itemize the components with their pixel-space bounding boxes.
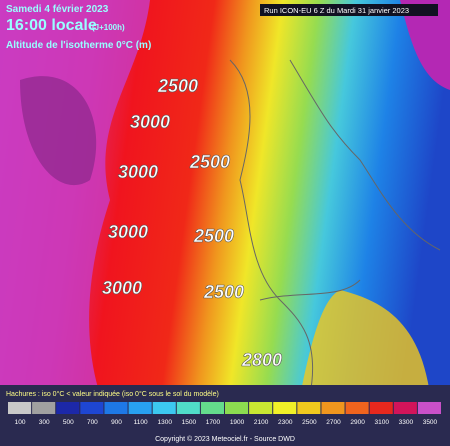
legend-swatch (80, 402, 104, 414)
note: Hachures : iso 0°C < valeur indiquée (is… (6, 390, 219, 398)
legend-swatch (417, 402, 441, 414)
legend-swatch (297, 402, 321, 414)
legend-label: 2900 (350, 419, 365, 426)
legend-label: 900 (111, 419, 122, 426)
legend-swatch (393, 402, 417, 414)
legend-label: 1100 (134, 419, 148, 426)
lead: (J+100h) (92, 23, 125, 32)
map-label: 2500 (193, 226, 234, 246)
legend-label: 100 (15, 419, 26, 426)
legend-swatch (56, 402, 80, 414)
legend-swatch (273, 402, 297, 414)
map-label: 3000 (118, 162, 158, 182)
legend-label: 1500 (182, 419, 197, 426)
legend-swatch (345, 402, 369, 414)
legend-label: 1300 (157, 419, 172, 426)
legend-swatch (249, 402, 273, 414)
field (20, 76, 97, 186)
legend-swatch (225, 402, 249, 414)
legend-swatch (321, 402, 345, 414)
legend-label: 500 (63, 419, 74, 426)
legend-swatch (8, 402, 32, 414)
map-label: 3000 (102, 278, 142, 298)
legend-label: 3300 (399, 419, 414, 426)
legend-panel (0, 385, 450, 446)
legend-label: 3500 (423, 419, 438, 426)
legend-label: 1900 (230, 419, 245, 426)
run: Run ICON-EU 6 Z du Mardi 31 janvier 2023 (264, 6, 409, 15)
map-label: 3000 (130, 112, 170, 132)
legend-label: 1700 (206, 419, 221, 426)
map-label: 2500 (203, 282, 244, 302)
date: Samedi 4 février 2023 (6, 4, 109, 15)
legend-label: 2700 (326, 419, 341, 426)
legend-swatch (32, 402, 56, 414)
legend-label: 700 (87, 419, 98, 426)
field (300, 290, 430, 395)
legend-label: 300 (39, 419, 50, 426)
field (400, 0, 450, 90)
legend-swatch (369, 402, 393, 414)
legend-swatch (200, 402, 224, 414)
copyright: Copyright © 2023 Meteociel.fr - Source D… (155, 435, 295, 443)
legend-swatch (176, 402, 200, 414)
map-label: 2800 (241, 350, 282, 370)
map-label: 2500 (157, 76, 198, 96)
legend-swatch (104, 402, 128, 414)
legend-swatch (152, 402, 176, 414)
coastline (229, 59, 441, 396)
legend-label: 2500 (302, 419, 317, 426)
legend-label: 3100 (374, 419, 389, 426)
legend-label: 2100 (254, 419, 269, 426)
map-label: 3000 (108, 222, 148, 242)
subtitle: Altitude de l'isotherme 0°C (m) (6, 40, 151, 51)
map-label: 2500 (189, 152, 230, 172)
run-box (260, 4, 438, 16)
legend-swatch (128, 402, 152, 414)
legend-label: 2300 (278, 419, 293, 426)
time: 16:00 locale (6, 17, 97, 34)
